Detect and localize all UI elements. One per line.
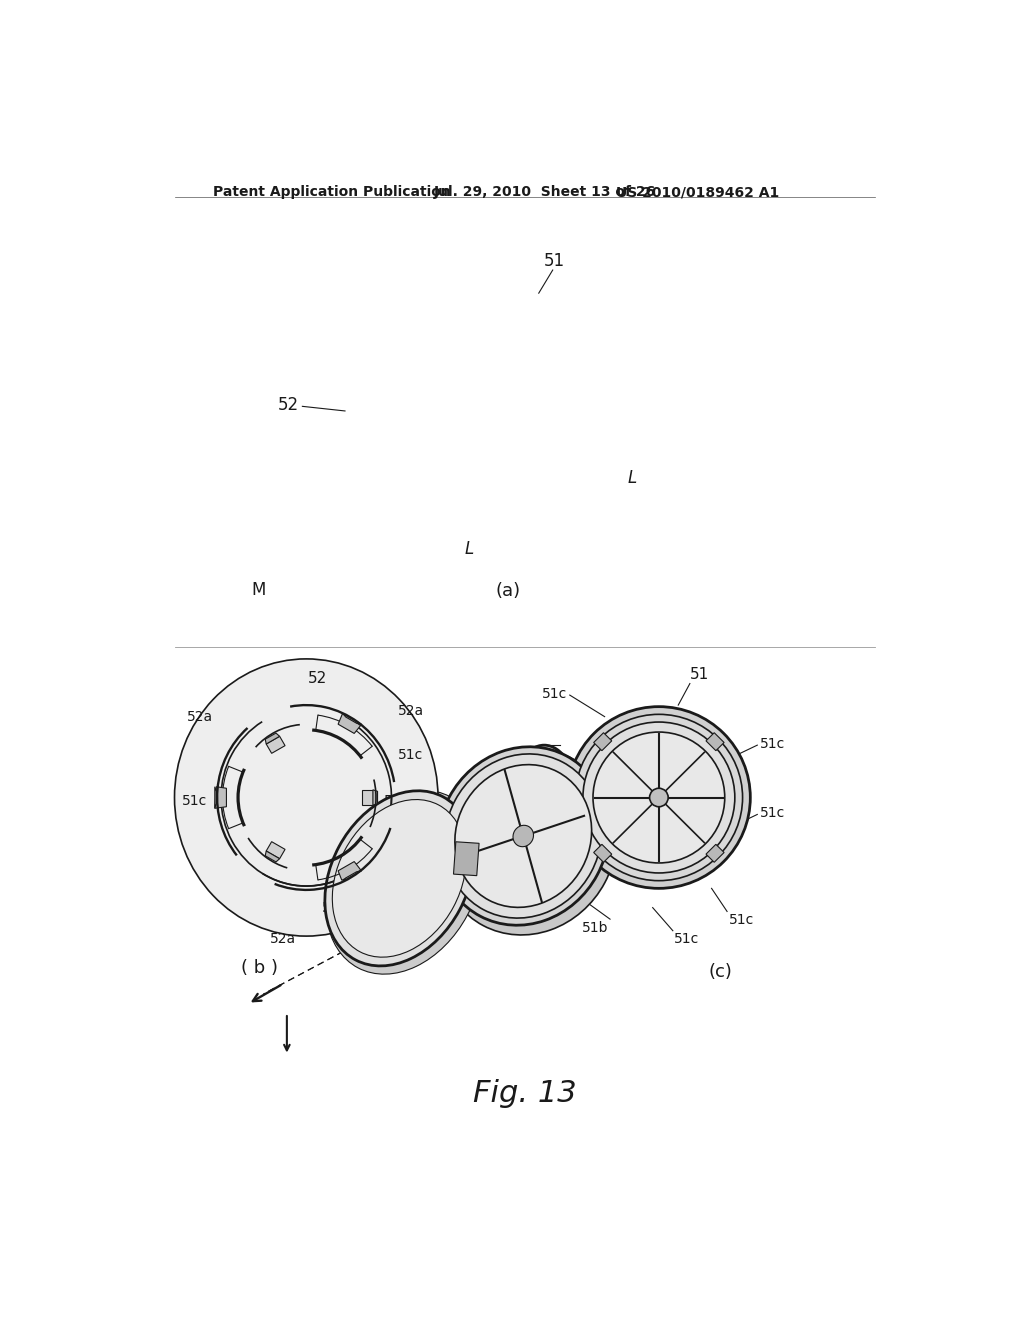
Ellipse shape bbox=[512, 744, 577, 850]
Ellipse shape bbox=[326, 791, 482, 974]
Ellipse shape bbox=[570, 787, 575, 792]
Polygon shape bbox=[594, 845, 611, 862]
Ellipse shape bbox=[550, 813, 554, 818]
Text: Jul. 29, 2010  Sheet 13 of 26: Jul. 29, 2010 Sheet 13 of 26 bbox=[434, 185, 656, 199]
Text: 51c: 51c bbox=[729, 913, 754, 927]
Text: 51c: 51c bbox=[397, 748, 423, 762]
Text: Fig. 13: Fig. 13 bbox=[473, 1080, 577, 1109]
Text: L: L bbox=[628, 469, 637, 487]
Text: 51: 51 bbox=[544, 252, 565, 271]
Circle shape bbox=[649, 788, 669, 807]
Text: M: M bbox=[252, 581, 266, 598]
Text: 51c: 51c bbox=[182, 795, 207, 808]
Polygon shape bbox=[266, 737, 285, 754]
Ellipse shape bbox=[592, 785, 596, 791]
Text: 52a: 52a bbox=[187, 710, 213, 723]
Ellipse shape bbox=[174, 659, 438, 936]
Polygon shape bbox=[265, 733, 280, 744]
Text: 51c: 51c bbox=[760, 807, 784, 820]
Polygon shape bbox=[338, 862, 361, 880]
Ellipse shape bbox=[610, 828, 615, 832]
Text: 51c: 51c bbox=[760, 737, 784, 751]
Text: US 2010/0189462 A1: US 2010/0189462 A1 bbox=[616, 185, 779, 199]
Ellipse shape bbox=[555, 797, 560, 801]
Text: L: L bbox=[464, 540, 474, 557]
Text: 51b: 51b bbox=[582, 921, 608, 935]
Ellipse shape bbox=[444, 754, 602, 919]
Polygon shape bbox=[215, 787, 226, 808]
Ellipse shape bbox=[439, 750, 616, 935]
Ellipse shape bbox=[455, 764, 592, 907]
Ellipse shape bbox=[325, 791, 474, 966]
Polygon shape bbox=[338, 713, 360, 734]
Ellipse shape bbox=[438, 747, 608, 925]
Text: 52: 52 bbox=[308, 671, 328, 686]
Ellipse shape bbox=[520, 755, 568, 840]
Text: 51c: 51c bbox=[675, 932, 699, 946]
Text: 52a: 52a bbox=[270, 932, 296, 946]
Text: 52: 52 bbox=[278, 396, 299, 413]
Ellipse shape bbox=[333, 800, 466, 957]
Ellipse shape bbox=[616, 810, 621, 816]
Polygon shape bbox=[594, 733, 611, 751]
Polygon shape bbox=[343, 713, 361, 725]
Text: 51c: 51c bbox=[542, 686, 567, 701]
Text: Patent Application Publication: Patent Application Publication bbox=[213, 185, 451, 199]
Ellipse shape bbox=[595, 837, 600, 842]
Polygon shape bbox=[215, 787, 216, 808]
Circle shape bbox=[575, 714, 742, 880]
Circle shape bbox=[583, 722, 735, 873]
Polygon shape bbox=[706, 733, 724, 751]
Text: 51c: 51c bbox=[384, 795, 409, 808]
Text: (a): (a) bbox=[496, 582, 520, 599]
Ellipse shape bbox=[574, 838, 579, 843]
Circle shape bbox=[593, 733, 725, 863]
Text: (c): (c) bbox=[709, 964, 733, 981]
Ellipse shape bbox=[513, 825, 534, 846]
Polygon shape bbox=[373, 789, 378, 805]
Polygon shape bbox=[265, 851, 280, 862]
Ellipse shape bbox=[609, 795, 613, 800]
Polygon shape bbox=[706, 845, 724, 862]
Ellipse shape bbox=[557, 789, 613, 840]
Circle shape bbox=[567, 706, 751, 888]
Polygon shape bbox=[454, 842, 479, 875]
Text: ( b ): ( b ) bbox=[242, 960, 279, 977]
Text: 51: 51 bbox=[690, 667, 710, 682]
Text: 52a: 52a bbox=[397, 705, 424, 718]
Polygon shape bbox=[343, 871, 361, 882]
Ellipse shape bbox=[568, 797, 625, 846]
Polygon shape bbox=[362, 789, 373, 805]
Ellipse shape bbox=[557, 829, 561, 834]
Polygon shape bbox=[266, 842, 285, 859]
Text: 52a: 52a bbox=[322, 902, 348, 916]
